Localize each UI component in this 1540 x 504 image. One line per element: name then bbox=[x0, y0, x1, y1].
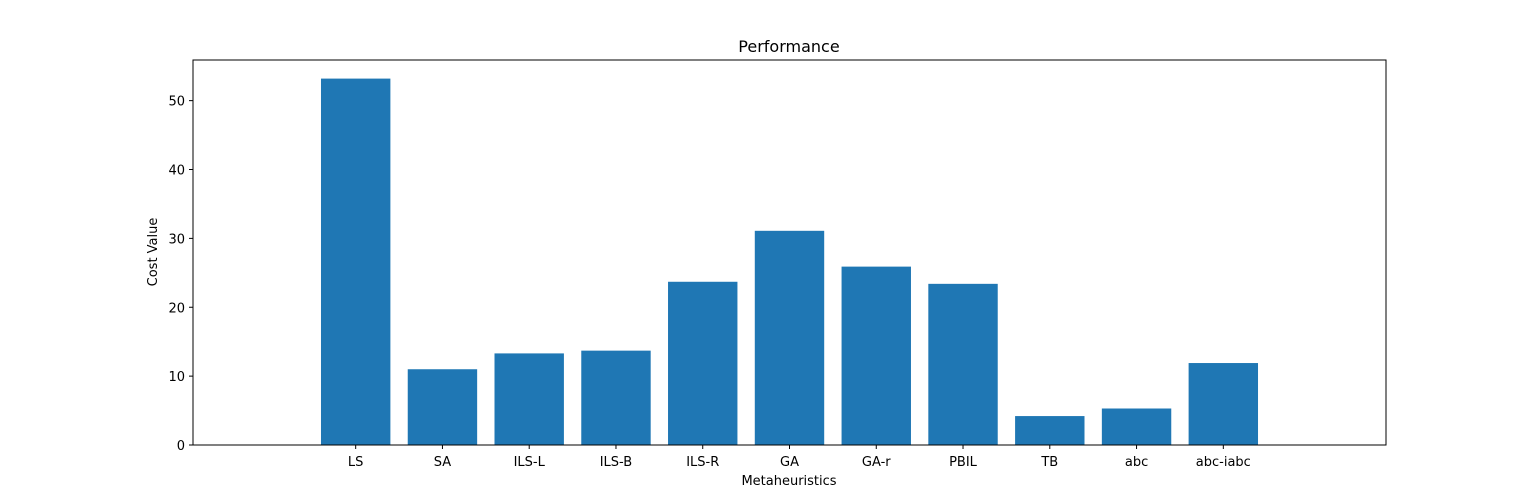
bar-abc bbox=[1101, 408, 1172, 445]
x-tick-label: GA-r bbox=[862, 455, 891, 470]
y-tick-label: 0 bbox=[177, 439, 185, 454]
y-tick-label: 30 bbox=[168, 232, 185, 247]
bar-ILS-B bbox=[581, 350, 651, 445]
y-tick-label: 10 bbox=[168, 370, 185, 385]
x-tick-label: LS bbox=[348, 455, 364, 470]
bars-group bbox=[320, 78, 1259, 445]
plot-frame bbox=[192, 59, 1387, 446]
bar-ILS-R bbox=[668, 281, 738, 445]
x-tick-label: ILS-B bbox=[600, 455, 632, 470]
x-tick-label: SA bbox=[434, 455, 451, 470]
chart-title: Performance bbox=[738, 37, 839, 56]
x-tick-label: abc-iabc bbox=[1196, 455, 1251, 470]
bar-TB bbox=[1015, 416, 1085, 445]
x-tick-label: PBIL bbox=[949, 455, 978, 470]
x-tick-label: TB bbox=[1040, 455, 1058, 470]
bar-PBIL bbox=[928, 283, 998, 445]
bar-abc-iabc bbox=[1188, 363, 1259, 445]
y-tick-label: 50 bbox=[168, 95, 185, 110]
y-axis-label: Cost Value bbox=[146, 218, 161, 287]
y-tick-label: 40 bbox=[168, 164, 185, 179]
bar-SA bbox=[407, 369, 478, 445]
x-axis-label: Metaheuristics bbox=[741, 474, 836, 489]
x-tick-label: ILS-L bbox=[514, 455, 546, 470]
x-tick-label: ILS-R bbox=[686, 455, 719, 470]
x-axis-ticks: LS SA ILS-L ILS-B ILS-R GA GA-r PBIL TB abc abc-ia… bbox=[348, 445, 1251, 470]
y-tick-label: 20 bbox=[168, 301, 185, 316]
bar-GA-r bbox=[841, 266, 911, 445]
x-tick-label: abc bbox=[1125, 455, 1148, 470]
x-tick-label: GA bbox=[780, 455, 799, 470]
y-axis-ticks: 0 10 20 30 40 50 bbox=[168, 95, 193, 454]
bar-LS bbox=[320, 78, 391, 445]
bar-GA bbox=[754, 230, 825, 445]
bar-ILS-L bbox=[494, 353, 564, 445]
